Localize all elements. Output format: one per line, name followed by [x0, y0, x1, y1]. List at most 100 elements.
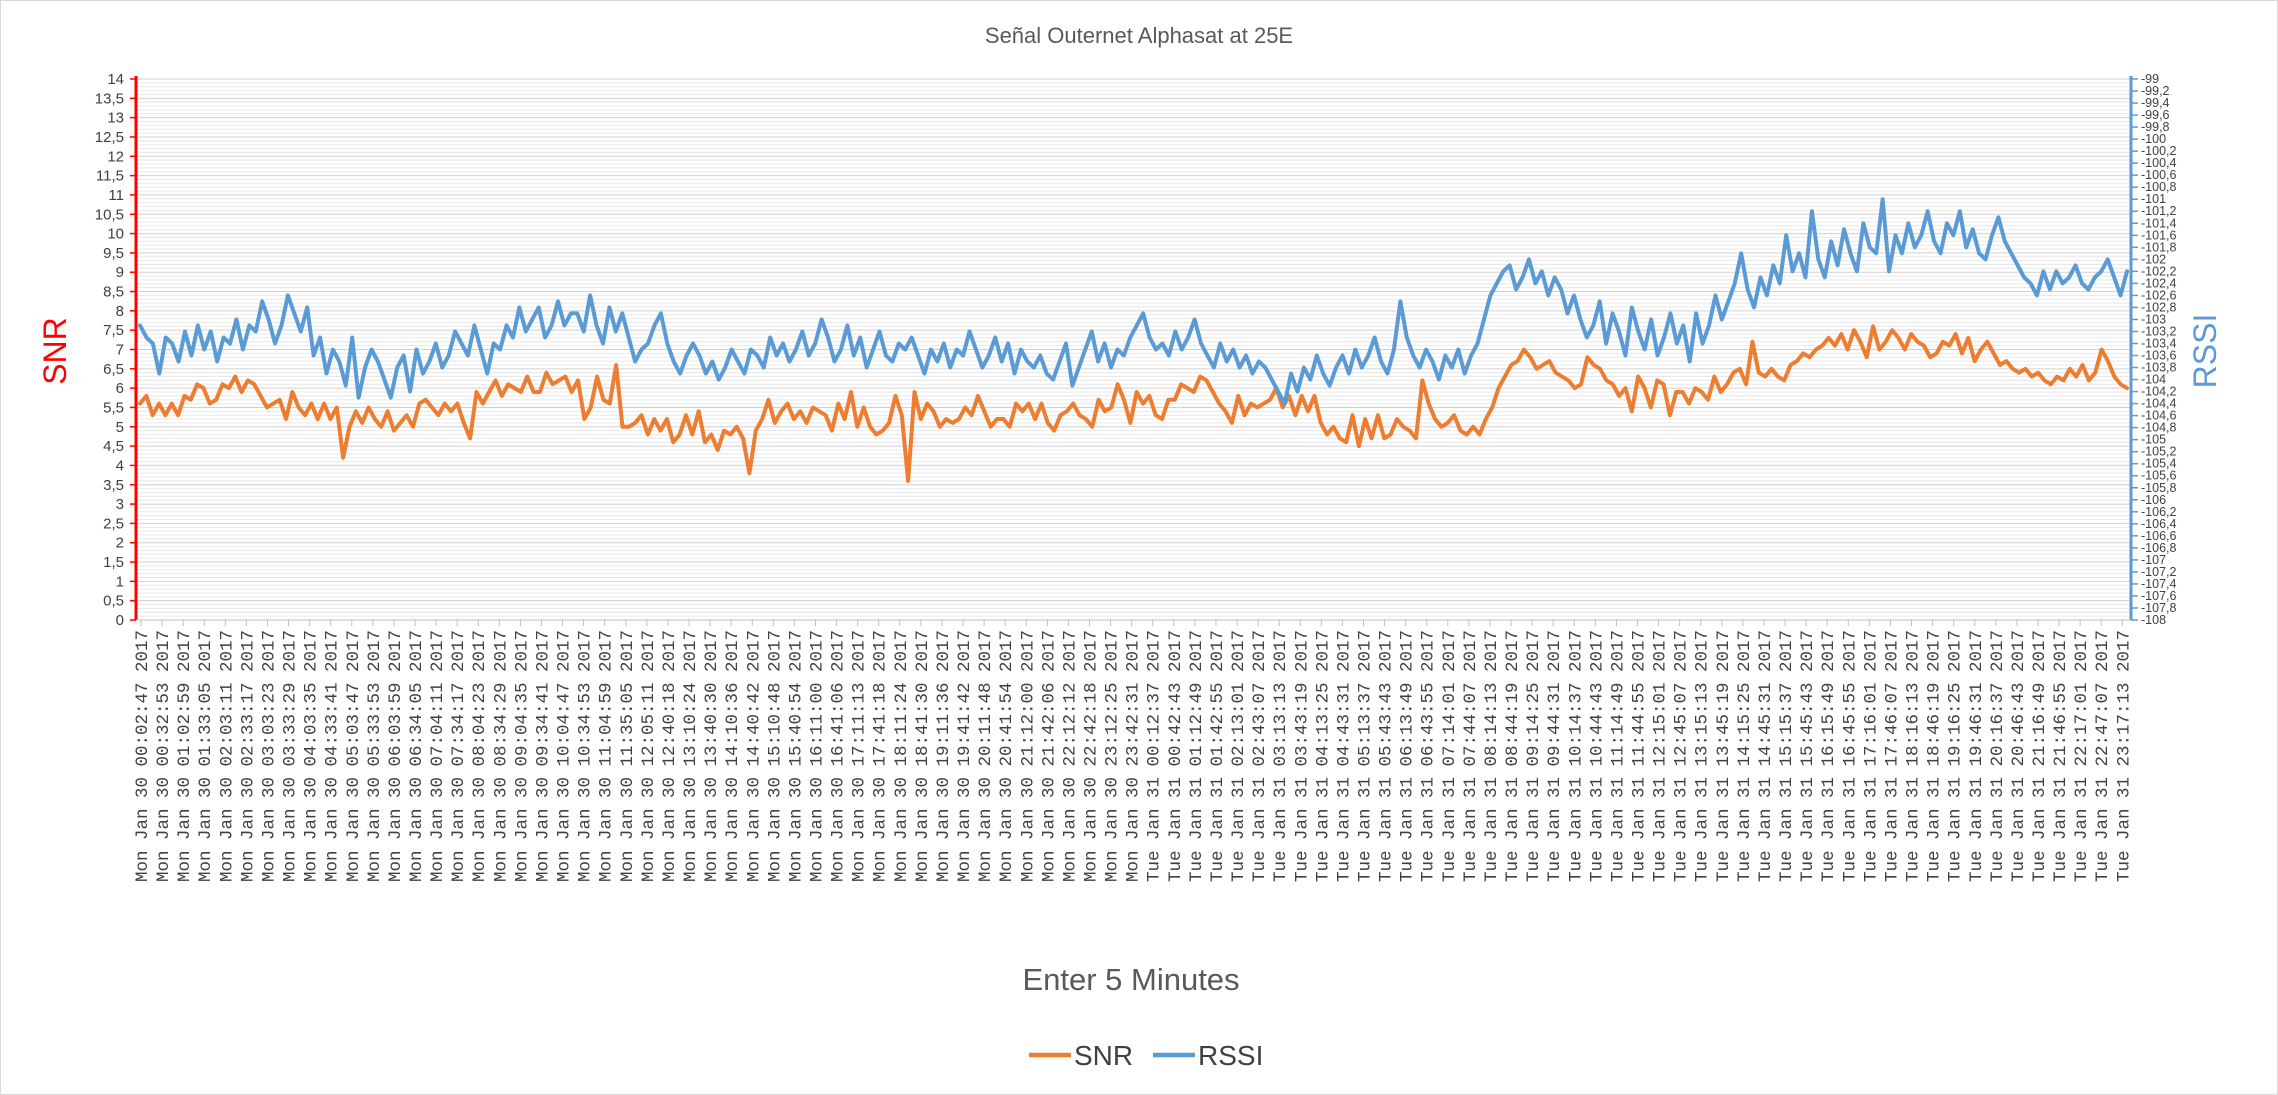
right-axis-tick-label: -103,4	[2141, 336, 2176, 350]
x-axis-tick-label: Tue Jan 31 08:14:13 2017	[1482, 630, 1502, 882]
x-axis-tick-label: Tue Jan 31 06:13:49 2017	[1398, 630, 1418, 882]
right-axis-tick-label: -101,8	[2141, 240, 2176, 254]
right-axis-tick-label: -107,4	[2141, 577, 2176, 591]
x-axis-title: Enter 5 Minutes	[1022, 962, 1239, 997]
x-axis-tick-label: Tue Jan 31 22:17:01 2017	[2072, 630, 2092, 882]
x-axis-tick-label: Mon Jan 30 20:41:54 2017	[997, 630, 1017, 882]
x-axis-tick-label: Mon Jan 30 01:33:05 2017	[196, 630, 216, 882]
x-axis-tick-label: Mon Jan 30 19:41:42 2017	[955, 630, 975, 882]
y-axis-title-right: RSSI	[2187, 314, 2223, 389]
x-axis-tick-label: Mon Jan 30 09:04:35 2017	[512, 630, 532, 882]
x-axis-tick-label: Mon Jan 30 15:10:48 2017	[765, 630, 785, 882]
x-axis-tick-label: Mon Jan 30 23:42:31 2017	[1124, 630, 1144, 882]
right-axis-tick-label: -103,2	[2141, 324, 2176, 338]
x-axis-tick-label: Tue Jan 31 10:14:37 2017	[1566, 630, 1586, 882]
right-axis-tick-label: -102,4	[2141, 276, 2176, 290]
right-axis-tick-label: -101,6	[2141, 228, 2176, 242]
x-axis-tick-label: Tue Jan 31 21:16:49 2017	[2030, 630, 2050, 882]
left-axis-tick-label: 8	[116, 303, 124, 320]
x-axis-tick-label: Tue Jan 31 21:46:55 2017	[2051, 630, 2071, 882]
x-axis-tick-label: Mon Jan 30 13:40:30 2017	[702, 630, 722, 882]
x-axis-tick-label: Mon Jan 30 21:12:00 2017	[1018, 630, 1038, 882]
x-axis-tick-label: Tue Jan 31 19:46:31 2017	[1967, 630, 1987, 882]
x-axis-tick-label: Mon Jan 30 22:42:18 2017	[1081, 630, 1101, 882]
left-axis-tick-label: 12,5	[95, 129, 124, 146]
left-axis-tick-label: 9,5	[103, 245, 124, 262]
x-axis-tick-label: Tue Jan 31 18:46:19 2017	[1925, 630, 1945, 882]
left-axis-tick-label: 5	[116, 419, 124, 436]
right-axis-tick-label: -105	[2141, 433, 2166, 447]
x-axis-tick-label: Mon Jan 30 03:33:29 2017	[281, 630, 301, 882]
x-axis-tick-label: Tue Jan 31 19:16:25 2017	[1946, 630, 1966, 882]
x-axis-tick-label: Tue Jan 31 04:13:25 2017	[1313, 630, 1333, 882]
left-axis-tick-label: 1	[116, 573, 124, 590]
x-axis-tick-label: Mon Jan 30 10:04:47 2017	[555, 630, 575, 882]
left-axis-tick-label: 0	[116, 612, 124, 629]
series-line-snr	[138, 324, 2129, 483]
right-axis-tick-label: -107,8	[2141, 601, 2176, 615]
left-axis-tick-label: 2,5	[103, 515, 124, 532]
left-axis-tick-label: 1,5	[103, 554, 124, 571]
x-axis-tick-label: Mon Jan 30 17:11:13 2017	[850, 630, 870, 882]
x-axis-tick-label: Tue Jan 31 05:13:37 2017	[1356, 630, 1376, 882]
right-axis-tick-label: -102,6	[2141, 288, 2176, 302]
right-axis-tick-label: -106,6	[2141, 529, 2176, 543]
x-axis-tick-label: Tue Jan 31 18:16:13 2017	[1904, 630, 1924, 882]
x-axis-tick-label: Mon Jan 30 02:33:17 2017	[238, 630, 258, 882]
right-axis-tick-label: -99,2	[2141, 84, 2170, 98]
x-axis-tick-label: Tue Jan 31 01:12:49 2017	[1187, 630, 1207, 882]
x-axis-tick-label: Tue Jan 31 22:47:07 2017	[2093, 630, 2113, 882]
left-axis-tick-label: 5,5	[103, 399, 124, 416]
right-axis-tick-label: -103	[2141, 312, 2166, 326]
right-axis-tick-label: -102,2	[2141, 264, 2176, 278]
right-axis-tick-label: -100,6	[2141, 168, 2176, 182]
left-axis-tick-label: 10,5	[95, 206, 124, 223]
x-axis-tick-label: Mon Jan 30 20:11:48 2017	[976, 630, 996, 882]
right-y-axis: -108-107,8-107,6-107,4-107,2-107-106,8-1…	[2129, 72, 2176, 627]
left-axis-tick-label: 12	[107, 148, 124, 165]
left-axis-tick-label: 7,5	[103, 322, 124, 339]
left-axis-tick-label: 11	[108, 187, 124, 204]
left-axis-tick-label: 9	[116, 264, 124, 281]
series-line-rssi	[138, 197, 2129, 406]
left-axis-tick-label: 0,5	[103, 593, 124, 610]
x-axis-tick-label: Mon Jan 30 14:40:42 2017	[744, 630, 764, 882]
x-axis-tick-label: Mon Jan 30 14:10:36 2017	[723, 630, 743, 882]
left-axis-tick-label: 10	[107, 226, 124, 243]
chart-title: Señal Outernet Alphasat at 25E	[985, 23, 1293, 48]
right-axis-tick-label: -103,8	[2141, 361, 2176, 375]
x-axis-tick-label: Mon Jan 30 16:41:06 2017	[829, 630, 849, 882]
right-axis-tick-label: -99,6	[2141, 108, 2170, 122]
x-axis-tick-label: Tue Jan 31 23:17:13 2017	[2114, 630, 2134, 882]
right-axis-tick-label: -107,2	[2141, 565, 2176, 579]
right-axis-tick-label: -104	[2141, 373, 2166, 387]
y-axis-title-left: SNR	[37, 317, 73, 385]
x-axis-tick-label: Tue Jan 31 06:43:55 2017	[1419, 630, 1439, 882]
x-axis-tick-label: Mon Jan 30 01:02:59 2017	[175, 630, 195, 882]
x-axis-tick-label: Mon Jan 30 05:33:53 2017	[365, 630, 385, 882]
x-axis-tick-label: Mon Jan 30 17:41:18 2017	[871, 630, 891, 882]
x-axis-tick-label: Tue Jan 31 09:44:31 2017	[1545, 630, 1565, 882]
right-axis-tick-label: -101	[2141, 192, 2166, 206]
x-axis-tick-label: Mon Jan 30 12:40:18 2017	[660, 630, 680, 882]
x-axis-tick-label: Mon Jan 30 19:11:36 2017	[934, 630, 954, 882]
right-axis-tick-label: -105,6	[2141, 469, 2176, 483]
x-axis-tick-label: Tue Jan 31 14:45:31 2017	[1756, 630, 1776, 882]
right-axis-tick-label: -100,4	[2141, 156, 2176, 170]
left-axis-tick-label: 4,5	[103, 438, 124, 455]
x-axis-tick-label: Tue Jan 31 14:15:25 2017	[1735, 630, 1755, 882]
x-axis-tick-label: Mon Jan 30 06:34:05 2017	[407, 630, 427, 882]
x-axis-tick-label: Tue Jan 31 11:14:49 2017	[1608, 630, 1628, 882]
x-axis-tick-label: Tue Jan 31 04:43:31 2017	[1334, 630, 1354, 882]
right-axis-tick-label: -108	[2141, 613, 2166, 627]
x-axis-tick-label: Mon Jan 30 11:04:59 2017	[597, 630, 617, 882]
x-axis-tick-label: Mon Jan 30 13:10:24 2017	[681, 630, 701, 882]
legend-label-rssi: RSSI	[1198, 1040, 1263, 1071]
x-axis-tick-label: Tue Jan 31 07:14:01 2017	[1440, 630, 1460, 882]
x-axis-tick-label: Tue Jan 31 07:44:07 2017	[1461, 630, 1481, 882]
left-axis-tick-label: 13,5	[95, 90, 124, 107]
right-axis-tick-label: -103,6	[2141, 349, 2176, 363]
x-axis-tick-label: Tue Jan 31 17:16:01 2017	[1861, 630, 1881, 882]
series-lines	[138, 197, 2129, 483]
